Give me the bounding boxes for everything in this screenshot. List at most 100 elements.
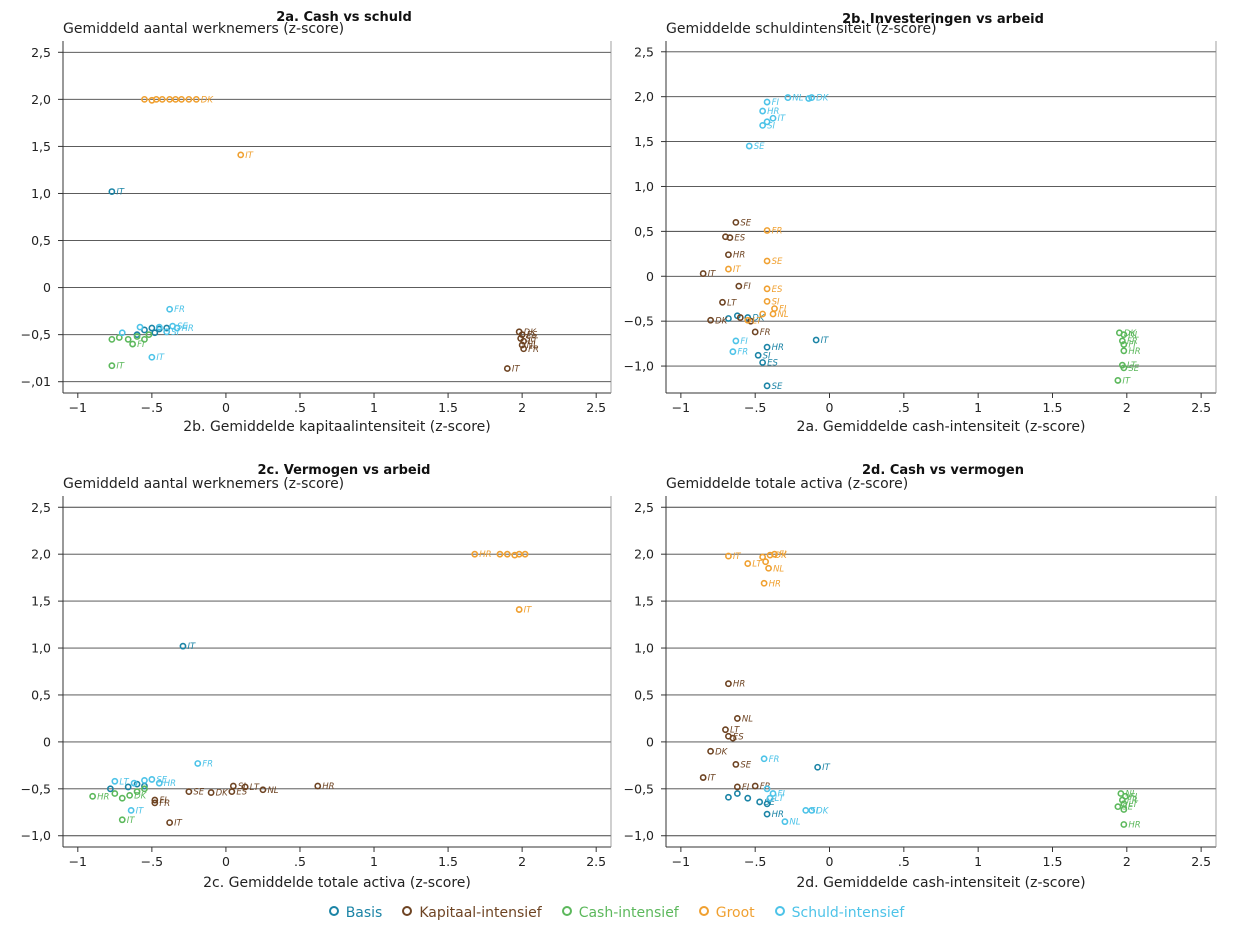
scatter-point [259,786,267,794]
scatter-point [732,218,740,226]
point-label: NL [527,341,538,351]
scatter-point [118,794,126,802]
scatter-point [124,783,132,791]
x-tick-label: −1 [672,854,690,869]
point-label: HR [1128,820,1140,830]
point-label: ES [734,234,745,244]
scatter-point [151,329,159,337]
point-label: SE [754,142,765,152]
point-label: IT [1122,376,1131,386]
y-tick-label: 1,0 [31,186,51,201]
point-label: SI [767,121,775,131]
point-label: HR [479,550,491,560]
point-label: SE [525,334,536,344]
point-label: SI [238,782,246,792]
scatter-point [745,142,753,150]
scatter-point [111,777,119,785]
point-label: ES [236,788,247,798]
y-tick-label: 1,0 [31,641,51,656]
point-label: FI [743,282,751,292]
legend-item: Kapitaal-intensief [402,905,542,921]
y-tick-label: 0 [646,734,654,749]
legend-label: Basis [345,905,383,921]
scatter-point [744,794,752,802]
legend-item: Schuld-intensief [774,905,904,921]
scatter-point [729,348,737,356]
y-tick-label: 2,0 [634,547,654,562]
scatter-point [781,818,789,826]
point-label: IT [821,336,830,346]
chart-title: 2b. Investeringen vs arbeid [842,12,1044,27]
point-label: NL [742,714,753,724]
x-tick-label: 0 [826,400,834,415]
scatter-point [141,776,148,784]
point-label: FR [737,348,748,358]
legend-marker [698,906,709,916]
scatter-point [496,550,504,558]
y-tick-label: 2,0 [31,547,51,562]
legend-label: Groot [715,905,755,921]
scatter-point [151,799,159,807]
scatter-point [518,341,526,349]
point-label: IT [733,265,742,275]
x-tick-label: 2.5 [586,400,606,415]
legend-marker [561,906,572,916]
point-label: LT [752,316,762,326]
point-label: LT [775,794,785,804]
x-axis-label: 2d. Gemiddelde cash-intensiteit (z-score… [796,875,1085,891]
scatter-point [228,788,236,796]
point-label: FR [528,345,539,355]
x-tick-label: −.5 [141,400,163,415]
point-label: HR [1128,347,1140,357]
point-label: LT [119,777,129,787]
scatter-point [148,776,156,783]
point-label: DK [216,789,230,799]
point-label: SE [177,322,188,332]
point-label: LT [1128,800,1138,810]
y-tick-label: 1,5 [31,139,51,154]
scatter-point [503,365,511,372]
scatter-point [699,270,707,277]
point-label: NL [1128,331,1139,341]
point-label: HR [772,810,784,820]
scatter-point [805,95,813,102]
point-label: ES [527,331,538,341]
y-tick-label: 1,0 [634,641,654,656]
point-label: IT [127,816,136,826]
x-tick-label: 2 [1123,400,1131,415]
point-label: FR [1127,337,1138,347]
y-tick-label: 0 [43,734,51,749]
series-basis: IT [108,188,171,339]
point-label: SE [1128,364,1139,374]
series-cash-intensief: FI IT [108,331,153,372]
x-tick-label: .5 [898,854,910,869]
scatter-point [173,324,181,332]
x-tick-label: 2 [1123,854,1131,869]
point-label: DK [524,328,538,338]
scatter-point [733,715,741,722]
x-tick-label: 2 [518,854,526,869]
x-tick-label: 1 [974,854,982,869]
scatter-point [1114,803,1122,811]
y-tick-label: −0,5 [624,781,654,796]
x-tick-label: .5 [294,854,306,869]
y-tick-label: 0,5 [634,224,654,239]
legend: Basis Kapitaal-intensief Cash-intensief Gro… [0,905,1233,921]
scatter-point [148,324,156,332]
scatter-point [106,785,114,793]
point-label: NL [778,310,789,320]
x-tick-label: −.5 [141,854,163,869]
point-label: LT [730,726,740,736]
point-label: LT [752,560,762,570]
point-label: NL [773,564,784,574]
point-label: FI [1128,341,1136,351]
scatter-point [127,806,135,814]
point-label: SE [772,382,783,392]
point-label: HR [322,782,334,792]
point-label: FI [779,305,787,315]
point-label: SE [193,788,204,798]
chart-grid: 2,52,01,51,00,50−0,5−,01−1 −.5 0.5 1 1.5 2 2.5… [21,10,1217,891]
scatter-point [769,114,777,122]
